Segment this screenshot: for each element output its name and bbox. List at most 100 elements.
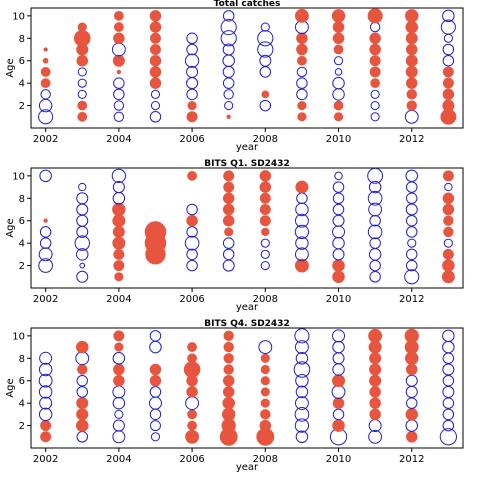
panel-1: Total catches 2002 2004 2006 2008 2010 2012 2 4 6… — [5, 0, 464, 153]
bubble-positive — [443, 226, 454, 238]
bubble-positive — [332, 21, 345, 33]
bubble-negative — [40, 89, 51, 100]
bubble-positive — [40, 78, 51, 89]
x-axis-label: year — [236, 142, 259, 153]
x-tick-label: 2008 — [253, 294, 278, 305]
y-tick-label: 2 — [19, 261, 25, 272]
y-tick-label: 8 — [19, 194, 25, 205]
bubble-positive — [76, 54, 88, 67]
bubble-negative — [77, 89, 87, 99]
bubble-negative — [406, 259, 418, 272]
bubble-negative — [149, 420, 161, 432]
bubble-positive — [406, 89, 417, 100]
bubble-negative — [444, 182, 453, 192]
bubble-positive — [112, 202, 126, 217]
bubble-negative — [76, 270, 89, 283]
bubble-positive — [149, 374, 162, 387]
bubble-negative — [112, 396, 126, 410]
bubble-negative — [186, 88, 198, 101]
bubble-negative — [39, 169, 52, 183]
bubble-negative — [149, 111, 162, 123]
x-tick-label: 2002 — [33, 294, 58, 305]
bubble-negative — [224, 101, 234, 111]
y-axis-label: Age — [5, 378, 16, 397]
bubble-negative — [407, 238, 417, 248]
bubble-positive — [442, 99, 455, 112]
bubble-negative — [294, 407, 310, 422]
bubble-positive — [144, 221, 167, 243]
bubble-negative — [443, 238, 453, 248]
bubble-positive — [112, 236, 126, 250]
x-tick-label: 2012 — [399, 294, 424, 305]
bubble-negative — [368, 180, 382, 194]
bubble-negative — [222, 237, 235, 249]
bubble-positive — [333, 112, 344, 122]
bubble-positive — [260, 353, 270, 363]
bubble-positive — [187, 420, 197, 431]
bubble-negative — [295, 236, 309, 250]
bubble-negative — [443, 33, 453, 43]
bubble-negative — [39, 237, 52, 249]
bubble-negative — [149, 340, 162, 354]
bubble-negative — [220, 18, 237, 36]
bubble-negative — [331, 385, 346, 399]
bubble-positive — [42, 57, 49, 64]
bubble-positive — [331, 9, 346, 23]
bubble-positive — [405, 65, 418, 78]
bubble-negative — [294, 418, 310, 433]
bubble-positive — [405, 20, 418, 34]
bubble-positive — [332, 270, 345, 284]
bubble-positive — [40, 431, 52, 443]
bubble-positive — [261, 227, 270, 237]
bubble-negative — [76, 192, 89, 205]
bubble-positive — [332, 32, 345, 45]
y-tick-label: 8 — [19, 34, 25, 45]
bubble-positive — [77, 364, 88, 375]
bubble-negative — [149, 408, 162, 421]
bubble-positive — [186, 111, 198, 123]
bubble-positive — [76, 408, 89, 421]
bubble-positive — [442, 203, 455, 216]
bubble-negative — [222, 248, 235, 261]
bubble-negative — [367, 167, 384, 184]
bubble-positive — [332, 374, 346, 388]
bubble-negative — [222, 259, 235, 272]
panel-title: Total catches — [214, 0, 281, 9]
bubble-negative — [442, 363, 455, 376]
y-tick-label: 4 — [19, 239, 25, 250]
bubble-positive — [406, 363, 418, 376]
bubble-positive — [369, 374, 382, 387]
x-tick-label: 2002 — [33, 454, 58, 465]
bubble-positive — [73, 29, 91, 47]
bubble-negative — [405, 203, 418, 216]
bubble-negative — [405, 374, 418, 387]
bubble-negative — [112, 419, 125, 432]
bubble-positive — [223, 353, 234, 364]
bubble-negative — [442, 352, 455, 365]
bubble-negative — [184, 53, 200, 68]
bubble-positive — [261, 90, 270, 99]
bubble-negative — [442, 329, 455, 343]
bubble-negative — [76, 203, 89, 216]
bubble-negative — [332, 236, 345, 250]
bubble-negative — [294, 247, 309, 262]
bubble-positive — [332, 259, 345, 272]
bubble-negative — [186, 65, 199, 78]
bubble-negative — [222, 43, 235, 56]
x-tick-label: 2006 — [179, 454, 204, 465]
bubble-negative — [39, 226, 52, 238]
bubble-positive — [442, 259, 455, 272]
bubble-negative — [368, 429, 383, 444]
bubble-positive — [405, 32, 418, 45]
bubble-negative — [369, 214, 381, 227]
bubble-positive — [113, 260, 125, 272]
bubble-negative — [149, 386, 162, 398]
bubble-positive — [149, 10, 162, 22]
bubble-positive — [226, 114, 231, 119]
plot-frame — [30, 7, 464, 129]
bubble-positive — [442, 66, 454, 78]
bubble-negative — [333, 56, 344, 66]
bubble-negative — [114, 409, 124, 419]
bubble-positive — [406, 100, 417, 111]
